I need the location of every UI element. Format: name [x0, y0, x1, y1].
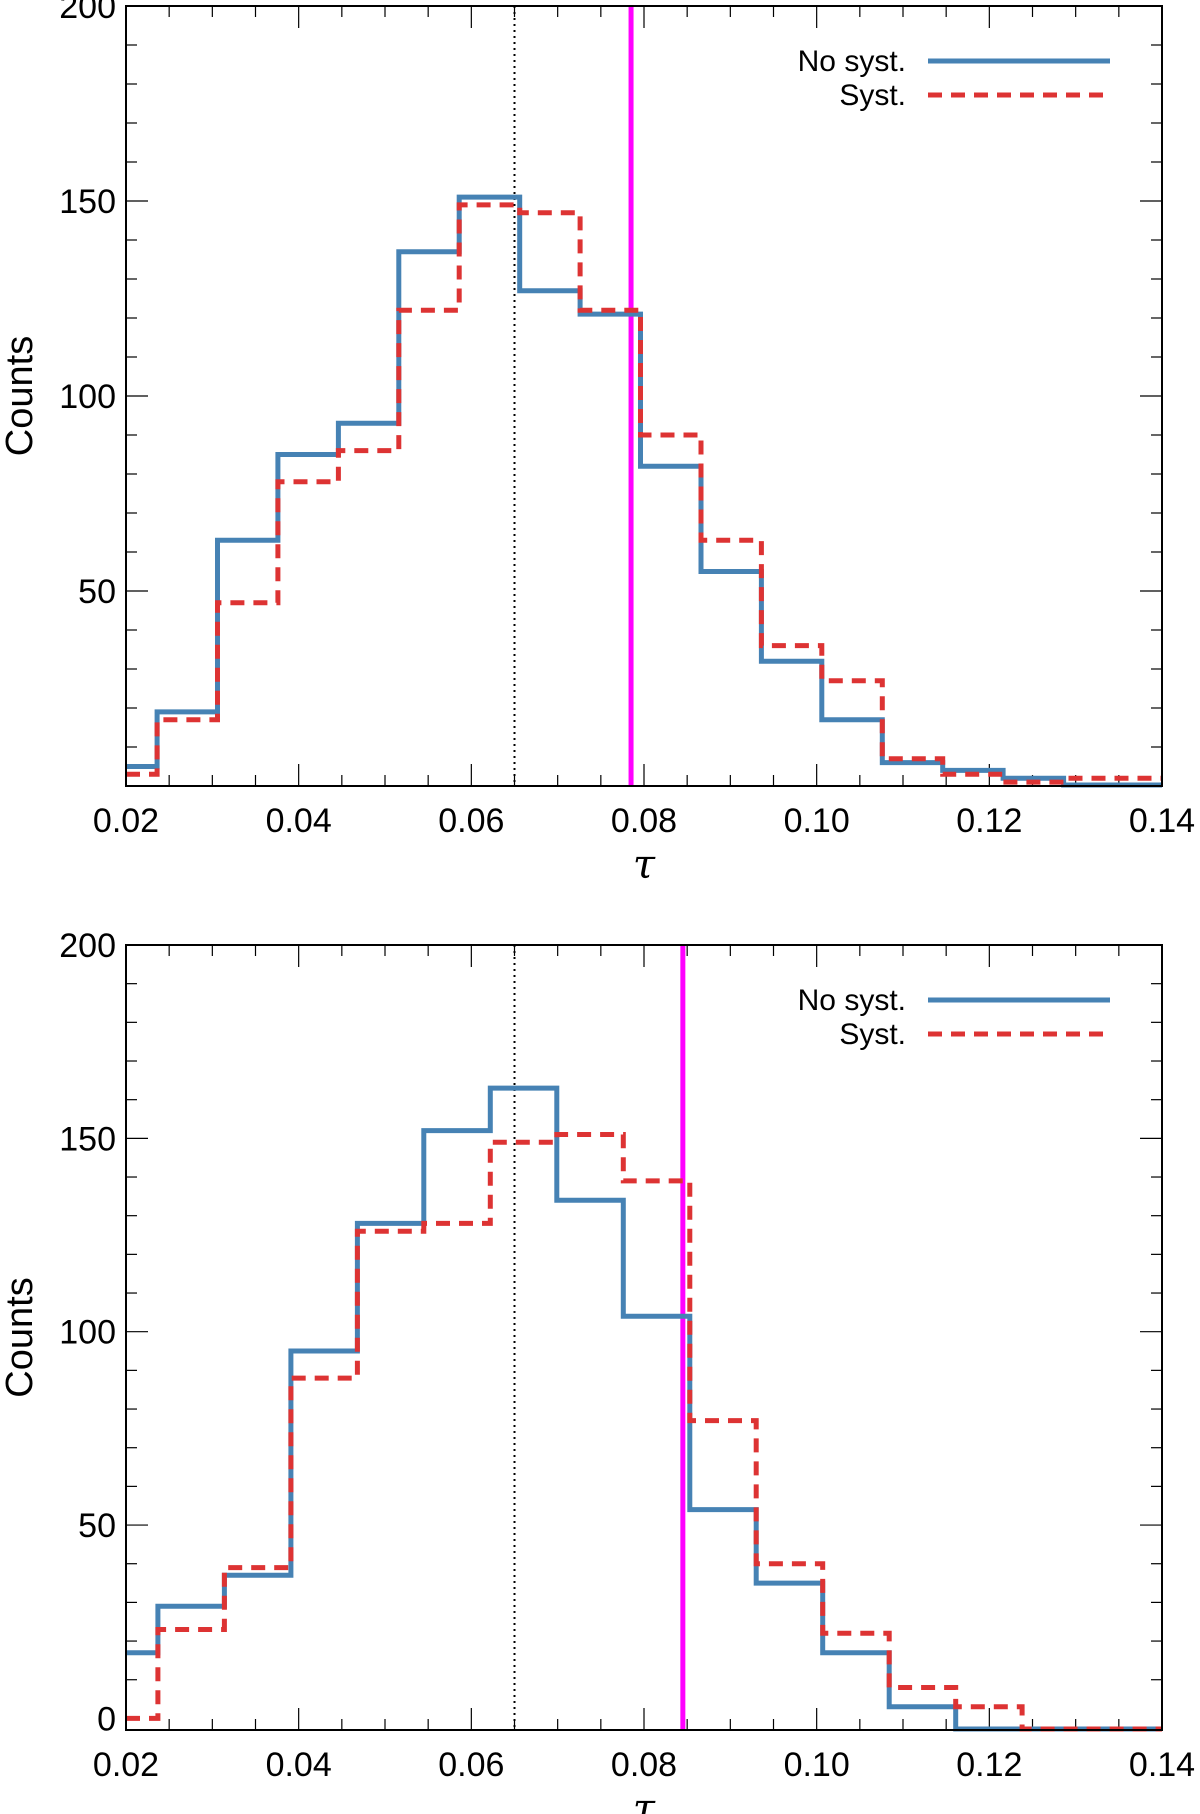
plot-frame	[125, 5, 1163, 787]
no-syst-histogram-series	[126, 194, 1162, 788]
x-tick-label: 0.02	[93, 1746, 159, 1784]
legend-label: Syst.	[839, 79, 906, 112]
legend-label: No syst.	[798, 45, 906, 78]
x-tick-label: 0.06	[438, 802, 504, 840]
x-axis-title: τ	[633, 842, 656, 888]
bottom-histogram-panel: 0.02 0.04 0.06 0.08 0.10 0.12 0.14 0 50 100 150 200…	[0, 927, 1195, 1814]
y-tick-label: 200	[59, 0, 116, 26]
x-tick-label: 0.06	[438, 1746, 504, 1784]
top-histogram-panel: 0.02 0.04 0.06 0.08 0.10 0.12 0.14 50 100 150 200 τ…	[0, 0, 1195, 888]
no-syst-histogram-series	[126, 1085, 1162, 1732]
x-tick-label: 0.02	[93, 802, 159, 840]
x-tick-label: 0.08	[611, 1746, 677, 1784]
x-tick-label: 0.08	[611, 802, 677, 840]
x-tick-label: 0.10	[784, 802, 850, 840]
x-tick-label: 0.04	[266, 1746, 332, 1784]
x-tick-label: 0.12	[956, 1746, 1022, 1784]
x-tick-label: 0.04	[266, 802, 332, 840]
y-tick-label: 0	[97, 1700, 116, 1738]
x-axis-title: τ	[633, 1786, 656, 1814]
y-tick-label: 50	[78, 1507, 116, 1545]
y-axis-title: Counts	[0, 336, 41, 456]
y-axis-title: Counts	[0, 1277, 41, 1397]
x-tick-label: 0.10	[784, 1746, 850, 1784]
syst-histogram-series	[126, 202, 1162, 785]
y-tick-label: 200	[59, 927, 116, 965]
legend-label: No syst.	[798, 984, 906, 1017]
y-tick-label: 100	[59, 378, 116, 416]
plot-frame	[125, 944, 1163, 1731]
y-tick-label: 150	[59, 1120, 116, 1158]
x-tick-label: 0.14	[1129, 1746, 1195, 1784]
x-tick-label: 0.14	[1129, 802, 1195, 840]
x-tick-label: 0.12	[956, 802, 1022, 840]
y-tick-label: 50	[78, 573, 116, 611]
syst-histogram-series	[126, 1132, 1162, 1732]
y-tick-label: 150	[59, 183, 116, 221]
y-tick-label: 100	[59, 1314, 116, 1352]
legend-label: Syst.	[839, 1018, 906, 1051]
